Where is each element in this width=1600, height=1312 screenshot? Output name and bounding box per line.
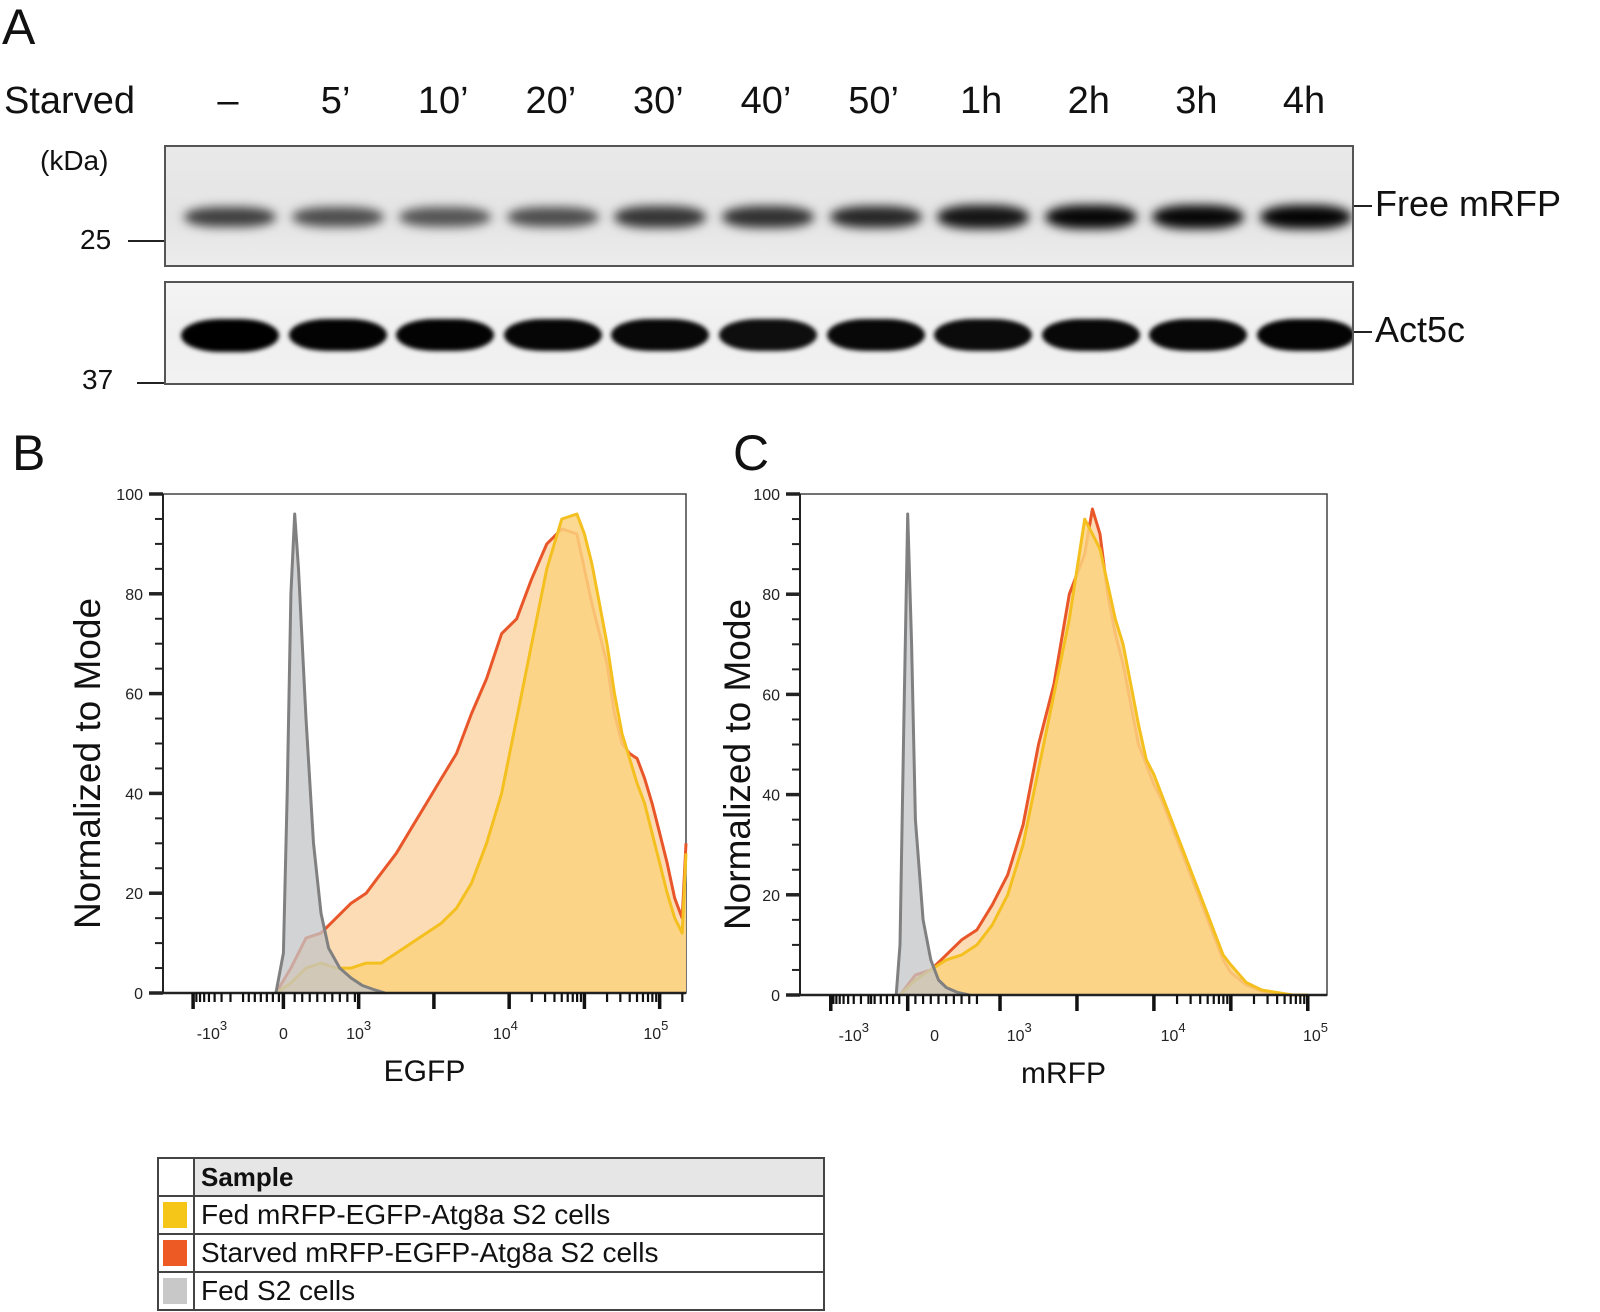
lane-label: 10’ [417,80,469,122]
y-tick-label: 60 [762,687,780,704]
blot-band [1149,318,1248,352]
x-tick-label: 104 [493,1018,518,1043]
y-tick-label: 80 [125,587,143,604]
histogram-mrfp: 0 20 40 60 80 100 -103 0 103 104 105 mRFP Normalized… [720,487,1328,1090]
lane-label: 50’ [848,80,899,122]
x-axis-title: mRFP [1021,1057,1106,1090]
histogram-egfp: 0 20 40 60 80 100 -103 0 103 104 105 EGFP Normalized… [67,487,688,1088]
legend-row-starved: Starved mRFP-EGFP-Atg8a S2 cells [157,1233,825,1273]
lane-label: 30’ [633,80,684,122]
blot-band [829,205,922,228]
series-line-starved [274,527,688,994]
series-line-control [274,512,386,995]
blot-act5c [164,281,1354,385]
act5c-label: Act5c [1375,309,1466,350]
panel-b-label: B [12,425,46,481]
legend-label-fed: Fed mRFP-EGFP-Atg8a S2 cells [193,1195,825,1235]
blot-band [1257,318,1352,352]
y-axis-title: Normalized to Mode [720,599,758,930]
lane-label: 3h [1175,80,1218,122]
blot-band [506,207,599,227]
blot-band [396,318,495,352]
y-tick-label: 0 [134,986,143,1003]
series-line-control [894,512,970,997]
legend-swatch-fed [163,1202,187,1228]
blot-band [722,206,814,228]
blot-band [503,318,602,352]
blot-band [181,318,279,352]
blot-band [288,318,387,352]
panel-a-label: A [2,0,36,55]
x-tick-label: 103 [346,1018,371,1043]
marker-37-label: 37 [82,364,114,395]
blot-band [1044,205,1137,229]
free-mrfp-tick [1354,205,1372,207]
blot-band [614,206,707,228]
marker-25-label: 25 [80,224,112,255]
panel-c-label: C [733,425,770,481]
blot-band [611,318,710,352]
series-area-fed [900,519,1308,995]
legend-swatch-starved [163,1240,187,1266]
series-line-fed [275,512,688,995]
x-tick-label: 0 [930,1028,939,1045]
kda-unit-label: (kDa) [40,145,109,176]
legend-table: Sample Fed mRFP-EGFP-Atg8a S2 cells Star… [157,1157,825,1311]
blot-free-mrfp [164,145,1354,267]
y-tick-label: 100 [753,487,780,504]
legend-row-fed: Fed mRFP-EGFP-Atg8a S2 cells [157,1195,825,1235]
x-tick-label: 103 [1007,1020,1032,1045]
x-tick-label: 0 [279,1026,288,1043]
y-tick-label: 0 [771,988,780,1005]
blot-band [184,206,276,228]
y-tick-label: 60 [125,687,143,704]
x-tick-label: 105 [1303,1020,1328,1045]
blot-band [934,318,1033,352]
y-axis-title: Normalized to Mode [67,598,108,929]
x-tick-label: -103 [839,1020,869,1045]
starved-row-label: Starved [4,80,135,122]
legend-header-row: Sample [157,1157,825,1197]
y-tick-label: 80 [762,587,780,604]
blot-band [1041,318,1140,352]
lane-label: 4h [1282,80,1326,122]
series-area-control [275,514,385,993]
blot-band [1152,205,1245,229]
lane-label: – [217,80,239,122]
blot-band [719,319,817,351]
marker-37-tick [137,382,165,384]
act5c-tick [1354,331,1372,333]
y-tick-label: 40 [762,788,780,805]
series-area-control [896,514,970,995]
series-line-fed [898,517,1308,997]
lane-label: 20’ [525,80,577,122]
y-tick-label: 100 [116,487,143,504]
lane-label: 5’ [320,80,351,122]
x-tick-label: 105 [643,1018,668,1043]
x-axis-title: EGFP [384,1055,466,1088]
y-tick-label: 40 [125,786,143,803]
lane-label: 1h [960,80,1003,122]
blot-band [826,318,925,352]
y-tick-label: 20 [762,888,780,905]
blot-band [1260,205,1352,229]
blot-band [291,207,384,227]
y-tick-label: 20 [125,886,143,903]
legend-row-control: Fed S2 cells [157,1271,825,1311]
legend-label-starved: Starved mRFP-EGFP-Atg8a S2 cells [193,1233,825,1273]
x-tick-label: 104 [1161,1020,1186,1045]
lane-label: 40’ [740,80,792,122]
lane-label: 2h [1067,80,1110,122]
legend-swatch-control [163,1278,187,1304]
legend-header-swatch-cell [157,1157,195,1197]
legend-label-control: Fed S2 cells [193,1271,825,1311]
x-tick-label: -103 [197,1018,227,1043]
marker-25-tick [128,240,164,242]
series-area-fed [275,514,686,993]
free-mrfp-label: Free mRFP [1375,183,1562,224]
blot-band [399,207,492,227]
legend-header: Sample [193,1157,825,1197]
blot-band [937,205,1030,229]
